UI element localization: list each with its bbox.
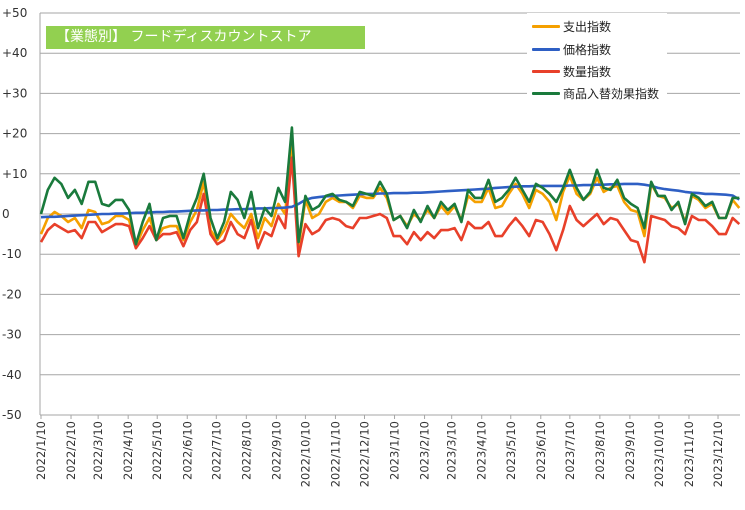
legend-swatch: [532, 91, 560, 95]
x-tick-label: 2022/6/10: [180, 421, 194, 480]
legend-swatch: [532, 69, 560, 73]
x-tick-label: 2023/6/10: [534, 421, 548, 480]
y-tick-label: +50: [2, 6, 27, 20]
x-tick-label: 2023/1/10: [388, 421, 402, 480]
chart-title: 【業態別】 フードディスカウントストア: [46, 26, 365, 49]
legend-item-quantity: 数量指数: [532, 63, 611, 79]
x-tick-label: 2022/1/10: [34, 421, 48, 480]
x-tick-label: 2023/8/10: [593, 421, 607, 480]
y-tick-label: +40: [2, 46, 27, 60]
legend-label: 価格指数: [563, 42, 612, 57]
y-tick-label: +20: [2, 127, 27, 141]
x-tick-label: 2023/3/10: [445, 421, 459, 480]
legend: 支出指数 価格指数 数量指数 商品入替効果指数: [527, 13, 667, 105]
legend-swatch: [532, 47, 560, 51]
x-tick-label: 2022/7/10: [209, 421, 223, 480]
legend-label: 商品入替効果指数: [563, 86, 660, 101]
y-tick-label: -20: [2, 287, 22, 301]
x-tick-label: 2023/5/10: [504, 421, 518, 480]
y-tick-label: 0: [2, 207, 10, 221]
x-tick-label: 2023/11/10: [682, 421, 696, 487]
y-tick-label: -30: [2, 328, 22, 342]
x-tick-label: 2022/2/10: [64, 421, 78, 480]
series-line-1: [40, 182, 740, 219]
x-tick-label: 2022/8/10: [239, 421, 253, 480]
y-tick-label: +30: [2, 86, 27, 100]
series-line-3: [39, 126, 740, 246]
x-tick-label: 2022/5/10: [150, 421, 164, 480]
legend-label: 支出指数: [563, 19, 612, 34]
legend-item-price: 価格指数: [532, 41, 611, 57]
legend-item-product-replacement: 商品入替効果指数: [532, 85, 659, 101]
legend-swatch: [532, 24, 560, 28]
x-tick-label: 2022/3/10: [91, 421, 105, 480]
x-tick-label: 2022/10/10: [298, 421, 312, 487]
x-tick-label: 2023/9/10: [623, 421, 637, 480]
x-tick-label: 2022/4/10: [121, 421, 135, 480]
x-tick-label: 2023/10/10: [652, 421, 666, 487]
x-tick-label: 2023/4/10: [475, 421, 489, 480]
legend-item-spending: 支出指数: [532, 18, 611, 34]
y-tick-label: -40: [2, 368, 22, 382]
x-tick-label: 2022/11/10: [328, 421, 342, 487]
x-tick-label: 2023/12/10: [711, 421, 725, 487]
y-tick-label: -10: [2, 247, 22, 261]
x-tick-label: 2022/12/10: [358, 421, 372, 487]
x-tick-label: 2023/7/10: [563, 421, 577, 480]
x-tick-label: 2023/2/10: [418, 421, 432, 480]
y-tick-label: +10: [2, 167, 27, 181]
legend-label: 数量指数: [563, 64, 612, 79]
y-tick-label: -50: [2, 408, 22, 422]
x-tick-label: 2022/9/10: [269, 421, 283, 480]
